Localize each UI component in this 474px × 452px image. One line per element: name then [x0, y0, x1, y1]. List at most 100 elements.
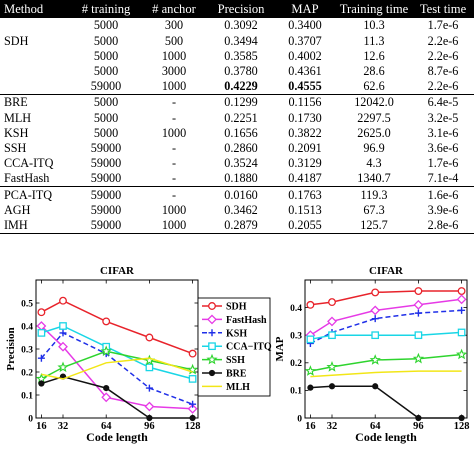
cell-test-time: 2.2e-6	[427, 79, 459, 94]
legend-marker	[206, 353, 218, 365]
data-point	[59, 296, 67, 305]
cell-map: 0.3129	[288, 156, 322, 171]
y-tick-label: 0	[297, 414, 302, 424]
cell-map: 0.4361	[288, 64, 322, 79]
cell-training: 5000	[93, 33, 119, 48]
table-row: 5000 3000 0.3780 0.4361 28.6 8.7e-6	[0, 64, 474, 79]
cell-method	[0, 79, 72, 95]
table-row: MLH 5000 - 0.2251 0.1730 2297.5 3.2e-5	[0, 110, 474, 125]
header-test-time: Test time	[412, 0, 474, 18]
legend: SDH FastHash KSH CCA−ITQ SSH BRE MLH	[197, 297, 272, 397]
y-tick-label: 0.1	[21, 391, 33, 401]
series-line-6	[41, 357, 193, 380]
legend-marker	[208, 302, 216, 310]
data-point	[145, 384, 153, 392]
chart-0: CIFAR Code length Precision 16 32 64 96 128 0 0.1…	[5, 265, 200, 444]
cell-training: 59000	[90, 156, 122, 171]
data-point	[102, 317, 111, 326]
data-point	[415, 414, 422, 422]
legend-marker	[207, 314, 217, 325]
cell-training-time: 119.3	[336, 186, 412, 203]
cell-anchor: -	[140, 93, 208, 111]
x-tick-label: 128	[185, 421, 201, 432]
cell-test-time: 1.7e-6	[427, 156, 459, 171]
cell-training: 5000	[72, 93, 140, 111]
cell-test-time: 1.6e-6	[412, 186, 474, 203]
cell-anchor: -	[140, 186, 208, 203]
cell-precision: 0.3462	[224, 202, 258, 217]
cell-training-time: 28.6	[363, 64, 385, 79]
results-table: Method # training # anchor Precision MAP…	[0, 0, 474, 234]
cell-anchor: 3000	[161, 64, 187, 79]
cell-precision: 0.2251	[224, 110, 258, 125]
data-point	[413, 299, 424, 310]
x-tick-label: 16	[36, 421, 47, 432]
legend-entry: MLH	[226, 382, 250, 393]
data-point	[414, 331, 423, 340]
data-point	[372, 383, 379, 390]
data-point	[412, 352, 425, 364]
cell-precision: 0.2860	[224, 140, 258, 155]
data-point	[145, 363, 154, 372]
cell-method: KSH	[4, 125, 29, 140]
series-line-6	[310, 370, 462, 378]
data-point	[326, 361, 338, 372]
cell-training-time: 1340.7	[357, 171, 391, 186]
cell-training: 5000	[93, 18, 119, 33]
cell-anchor: 500	[164, 33, 184, 48]
charts-svg: CIFAR Code length Precision 16 32 64 96 128 0 0.1…	[5, 265, 469, 444]
cell-precision: 0.1656	[224, 125, 258, 140]
data-point	[100, 345, 112, 357]
legend-marker	[208, 329, 216, 337]
cell-training: 5000	[93, 64, 119, 79]
data-point	[306, 335, 315, 344]
cell-map: 0.4187	[288, 171, 322, 186]
data-point	[327, 316, 337, 327]
cell-anchor: 1000	[161, 125, 187, 140]
data-point	[189, 414, 196, 422]
cell-anchor: -	[171, 156, 177, 171]
x-axis-label: Code length	[86, 430, 148, 444]
legend-marker	[208, 342, 216, 351]
cell-training: 5000	[93, 125, 119, 140]
data-point	[101, 392, 112, 403]
cell-method	[0, 64, 72, 79]
cell-map: 0.4002	[288, 48, 322, 63]
cell-anchor: 1000	[161, 202, 187, 217]
cell-test-time: 2.2e-6	[427, 33, 459, 48]
cell-method: MLH	[4, 110, 32, 125]
data-point	[103, 385, 110, 392]
y-axis-label: MAP	[274, 336, 286, 361]
data-point	[59, 322, 67, 330]
data-point	[458, 414, 465, 422]
cell-precision: 0.2879	[208, 217, 274, 234]
cell-method: CCA-ITQ	[4, 156, 54, 171]
cell-precision: 0.3585	[224, 48, 258, 63]
cell-map: 0.3822	[288, 125, 322, 140]
cell-map: 0.2055	[274, 217, 336, 234]
chart-title: CIFAR	[369, 265, 404, 277]
legend-entry: FastHash	[226, 315, 267, 326]
data-point	[369, 354, 381, 365]
cell-precision: 0.3524	[224, 156, 258, 171]
data-point	[371, 331, 380, 340]
cell-method: PCA-ITQ	[0, 186, 72, 203]
table-row: 59000 1000 0.4229 0.4555 62.6 2.2e-6	[0, 79, 474, 95]
table-row: AGH 59000 1000 0.3462 0.1513 67.3 3.9e-6	[0, 202, 474, 217]
cell-test-time: 1.7e-6	[427, 18, 459, 33]
cell-precision: 0.4229	[224, 79, 258, 94]
cell-method: FastHash	[4, 171, 50, 186]
header-training: # training	[72, 0, 140, 18]
cell-method: BRE	[0, 93, 72, 111]
legend-marker	[208, 369, 216, 377]
cell-test-time: 8.7e-6	[427, 64, 459, 79]
x-tick-label: 32	[58, 421, 69, 432]
data-point	[38, 380, 45, 387]
cell-method: IMH	[0, 217, 72, 234]
cell-anchor: -	[171, 110, 177, 125]
cell-map: 0.1730	[288, 110, 322, 125]
cell-test-time: 3.9e-6	[427, 202, 459, 217]
data-point	[328, 383, 336, 390]
data-point	[57, 361, 69, 373]
legend-entry: BRE	[226, 369, 247, 380]
